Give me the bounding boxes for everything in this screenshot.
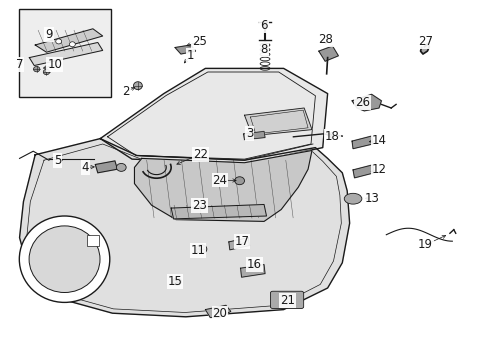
Polygon shape — [352, 165, 373, 178]
Polygon shape — [100, 68, 327, 164]
Text: 4: 4 — [81, 161, 89, 174]
Polygon shape — [244, 108, 311, 136]
Text: 27: 27 — [417, 35, 432, 48]
Ellipse shape — [196, 245, 206, 253]
Polygon shape — [29, 42, 102, 66]
Polygon shape — [134, 150, 311, 221]
Ellipse shape — [234, 177, 244, 185]
Ellipse shape — [133, 82, 142, 90]
Text: 20: 20 — [212, 307, 227, 320]
Bar — [87, 235, 99, 246]
Text: 9: 9 — [45, 28, 53, 41]
Text: 8: 8 — [260, 43, 267, 56]
Text: 7: 7 — [16, 58, 23, 71]
Bar — [19, 9, 111, 97]
Polygon shape — [318, 46, 338, 61]
Ellipse shape — [172, 278, 181, 285]
Ellipse shape — [69, 42, 75, 47]
Text: 14: 14 — [371, 134, 386, 147]
Text: 1: 1 — [186, 49, 194, 62]
FancyBboxPatch shape — [270, 291, 303, 309]
Text: 25: 25 — [192, 35, 206, 48]
Polygon shape — [20, 139, 349, 317]
Text: 16: 16 — [246, 258, 261, 271]
Ellipse shape — [33, 66, 40, 72]
Text: 5: 5 — [54, 154, 61, 167]
Text: 22: 22 — [193, 148, 207, 161]
Ellipse shape — [20, 216, 109, 302]
Text: 19: 19 — [417, 238, 432, 251]
Polygon shape — [243, 131, 264, 140]
Polygon shape — [35, 29, 102, 52]
Text: 24: 24 — [212, 174, 227, 186]
Text: 21: 21 — [280, 294, 294, 307]
Polygon shape — [351, 94, 381, 111]
Polygon shape — [175, 45, 195, 54]
Text: 2: 2 — [122, 85, 130, 98]
Ellipse shape — [43, 69, 50, 75]
Text: 18: 18 — [325, 130, 339, 143]
Polygon shape — [228, 238, 249, 250]
Text: 13: 13 — [364, 192, 378, 204]
Ellipse shape — [56, 39, 61, 44]
Polygon shape — [95, 161, 117, 173]
Text: 17: 17 — [234, 235, 249, 248]
Ellipse shape — [116, 163, 126, 171]
Ellipse shape — [29, 226, 100, 292]
Polygon shape — [171, 204, 266, 219]
Polygon shape — [240, 265, 264, 277]
Text: 3: 3 — [245, 127, 253, 140]
Text: 23: 23 — [192, 199, 206, 212]
Text: 10: 10 — [47, 58, 62, 71]
Text: 11: 11 — [190, 244, 205, 257]
Text: 26: 26 — [355, 96, 369, 109]
Polygon shape — [205, 305, 230, 318]
Text: 6: 6 — [260, 19, 267, 32]
Polygon shape — [420, 44, 428, 54]
Polygon shape — [351, 136, 372, 149]
Ellipse shape — [344, 193, 361, 204]
Text: 12: 12 — [371, 163, 386, 176]
Text: 15: 15 — [167, 275, 182, 288]
Text: 28: 28 — [317, 33, 332, 46]
